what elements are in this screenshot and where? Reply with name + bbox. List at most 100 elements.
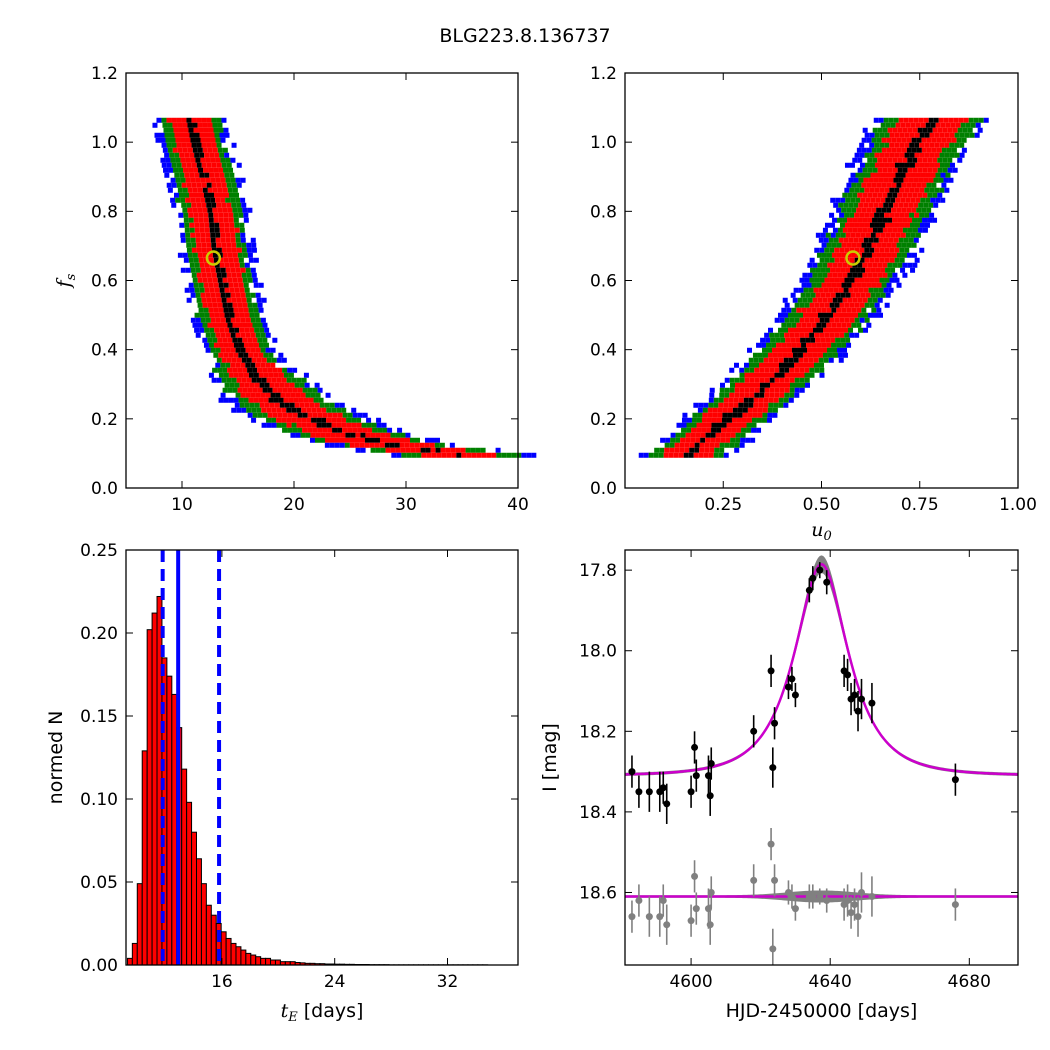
posterior-1sigma-cell bbox=[669, 447, 675, 453]
posterior-1sigma-cell bbox=[784, 387, 790, 393]
posterior-1sigma-cell bbox=[815, 337, 821, 343]
posterior-core-cell bbox=[850, 267, 856, 273]
posterior-3sigma-cell bbox=[240, 197, 246, 203]
x-tick-label: 20 bbox=[283, 495, 305, 515]
posterior-1sigma-cell bbox=[867, 192, 873, 198]
posterior-1sigma-cell bbox=[779, 392, 785, 398]
posterior-2sigma-cell bbox=[735, 437, 741, 443]
posterior-core-cell bbox=[246, 357, 252, 363]
posterior-1sigma-cell bbox=[273, 372, 279, 378]
posterior-core-cell bbox=[816, 322, 822, 328]
posterior-core-cell bbox=[286, 407, 292, 413]
posterior-1sigma-cell bbox=[294, 402, 300, 408]
posterior-2sigma-cell bbox=[229, 172, 235, 178]
posterior-2sigma-cell bbox=[869, 162, 875, 168]
posterior-3sigma-cell bbox=[183, 257, 189, 263]
posterior-1sigma-cell bbox=[207, 252, 213, 258]
posterior-1sigma-cell bbox=[222, 187, 228, 193]
posterior-1sigma-cell bbox=[749, 392, 755, 398]
posterior-1sigma-cell bbox=[937, 127, 943, 133]
posterior-1sigma-cell bbox=[190, 157, 196, 163]
posterior-1sigma-cell bbox=[907, 192, 913, 198]
y-tick-label: 0.8 bbox=[590, 202, 617, 222]
posterior-1sigma-cell bbox=[228, 217, 234, 223]
posterior-1sigma-cell bbox=[899, 142, 905, 148]
posterior-2sigma-cell bbox=[220, 362, 226, 368]
posterior-3sigma-cell bbox=[156, 117, 162, 123]
posterior-2sigma-cell bbox=[861, 307, 867, 313]
posterior-1sigma-cell bbox=[375, 432, 381, 438]
posterior-1sigma-cell bbox=[236, 247, 242, 253]
posterior-1sigma-cell bbox=[253, 397, 259, 403]
posterior-2sigma-cell bbox=[872, 127, 878, 133]
data-point bbox=[823, 578, 831, 586]
posterior-core-cell bbox=[205, 197, 211, 203]
posterior-1sigma-cell bbox=[471, 452, 477, 458]
posterior-1sigma-cell bbox=[237, 302, 243, 308]
posterior-1sigma-cell bbox=[721, 427, 727, 433]
posterior-1sigma-cell bbox=[389, 437, 395, 443]
posterior-2sigma-cell bbox=[762, 352, 768, 358]
posterior-1sigma-cell bbox=[868, 202, 874, 208]
posterior-1sigma-cell bbox=[871, 282, 877, 288]
posterior-3sigma-cell bbox=[957, 157, 963, 163]
posterior-1sigma-cell bbox=[878, 202, 884, 208]
posterior-1sigma-cell bbox=[277, 387, 283, 393]
posterior-1sigma-cell bbox=[226, 297, 232, 303]
posterior-1sigma-cell bbox=[914, 132, 920, 138]
posterior-2sigma-cell bbox=[719, 392, 725, 398]
posterior-2sigma-cell bbox=[814, 367, 820, 373]
posterior-1sigma-cell bbox=[905, 122, 911, 128]
posterior-core-cell bbox=[914, 142, 920, 148]
posterior-1sigma-cell bbox=[785, 337, 791, 343]
posterior-1sigma-cell bbox=[299, 402, 305, 408]
posterior-1sigma-cell bbox=[865, 292, 871, 298]
residual-point bbox=[851, 901, 859, 909]
posterior-2sigma-cell bbox=[748, 357, 754, 363]
posterior-3sigma-cell bbox=[959, 152, 965, 158]
data-point bbox=[951, 776, 959, 784]
posterior-3sigma-cell bbox=[907, 262, 913, 268]
posterior-1sigma-cell bbox=[201, 242, 207, 248]
y-tick-label: 0.10 bbox=[80, 790, 118, 810]
posterior-1sigma-cell bbox=[877, 272, 883, 278]
posterior-1sigma-cell bbox=[235, 267, 241, 273]
posterior-1sigma-cell bbox=[219, 222, 225, 228]
posterior-1sigma-cell bbox=[871, 207, 877, 213]
posterior-1sigma-cell bbox=[814, 302, 820, 308]
histogram-bar bbox=[196, 858, 202, 966]
posterior-2sigma-cell bbox=[249, 312, 255, 318]
posterior-1sigma-cell bbox=[228, 282, 234, 288]
posterior-core-cell bbox=[792, 347, 798, 353]
posterior-1sigma-cell bbox=[242, 367, 248, 373]
posterior-1sigma-cell bbox=[859, 302, 865, 308]
posterior-1sigma-cell bbox=[175, 137, 181, 143]
posterior-1sigma-cell bbox=[250, 392, 256, 398]
posterior-core-cell bbox=[192, 147, 198, 153]
posterior-1sigma-cell bbox=[851, 242, 857, 248]
posterior-2sigma-cell bbox=[921, 207, 927, 213]
histogram-bar bbox=[235, 946, 242, 966]
posterior-1sigma-cell bbox=[204, 152, 210, 158]
posterior-1sigma-cell bbox=[720, 432, 726, 438]
posterior-1sigma-cell bbox=[235, 317, 241, 323]
posterior-1sigma-cell bbox=[858, 287, 864, 293]
posterior-1sigma-cell bbox=[754, 367, 760, 373]
posterior-2sigma-cell bbox=[814, 362, 820, 368]
posterior-3sigma-cell bbox=[660, 437, 666, 443]
posterior-1sigma-cell bbox=[466, 452, 472, 458]
posterior-core-cell bbox=[206, 182, 212, 188]
posterior-core-cell bbox=[297, 412, 303, 418]
posterior-core-cell bbox=[810, 337, 816, 343]
posterior-3sigma-cell bbox=[304, 382, 310, 388]
posterior-1sigma-cell bbox=[221, 202, 227, 208]
posterior-3sigma-cell bbox=[839, 212, 845, 218]
posterior-2sigma-cell bbox=[219, 152, 225, 158]
posterior-3sigma-cell bbox=[783, 402, 789, 408]
histogram-bar bbox=[136, 883, 143, 966]
posterior-1sigma-cell bbox=[869, 277, 875, 283]
posterior-1sigma-cell bbox=[817, 352, 823, 358]
posterior-1sigma-cell bbox=[216, 297, 222, 303]
posterior-3sigma-cell bbox=[837, 347, 843, 353]
posterior-2sigma-cell bbox=[225, 362, 231, 368]
